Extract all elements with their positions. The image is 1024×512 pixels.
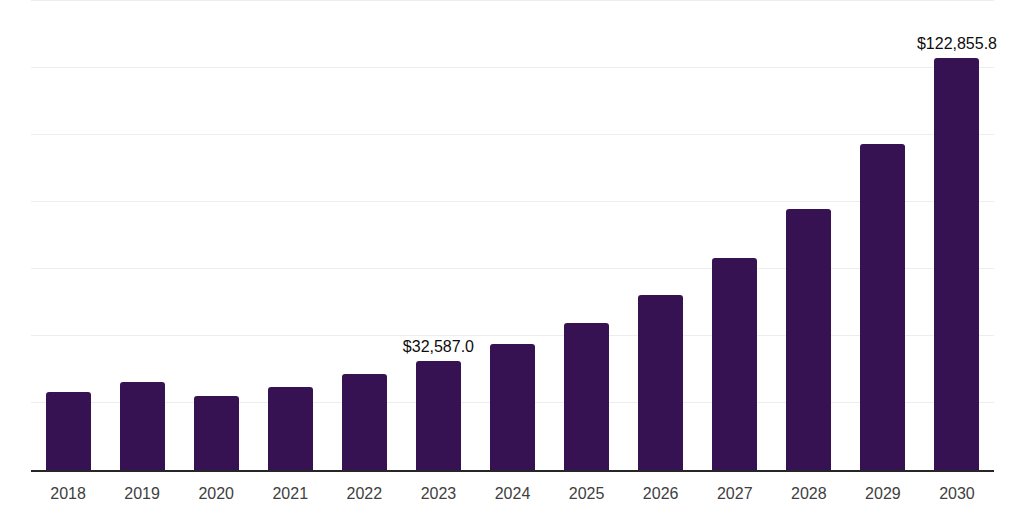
bar-group-2026: [624, 1, 698, 470]
bar-group-2022: [327, 1, 401, 470]
x-tick-2021: 2021: [253, 485, 327, 503]
x-tick-2025: 2025: [550, 485, 624, 503]
bar-2019: [120, 382, 165, 470]
bar-2029: [860, 144, 905, 470]
bar-group-2027: [698, 1, 772, 470]
x-tick-2023: 2023: [401, 485, 475, 503]
bar-group-2025: [550, 1, 624, 470]
x-tick-2018: 2018: [31, 485, 105, 503]
bar-group-2024: [475, 1, 549, 470]
x-tick-2027: 2027: [698, 485, 772, 503]
x-tick-2026: 2026: [624, 485, 698, 503]
x-tick-2020: 2020: [179, 485, 253, 503]
bar-group-2019: [105, 1, 179, 470]
x-tick-2030: 2030: [920, 485, 994, 503]
bar-group-2018: [31, 1, 105, 470]
bar-2023: [416, 361, 461, 470]
data-label-2023: $32,587.0: [403, 338, 474, 356]
x-tick-2019: 2019: [105, 485, 179, 503]
x-axis-labels: 2018201920202021202220232024202520262027…: [31, 485, 994, 503]
bar-2028: [786, 209, 831, 470]
x-tick-2029: 2029: [846, 485, 920, 503]
bar-2026: [638, 295, 683, 470]
bar-group-2030: $122,855.8: [920, 1, 994, 470]
data-label-2030: $122,855.8: [917, 35, 997, 53]
bar-2022: [342, 374, 387, 470]
bar-group-2028: [772, 1, 846, 470]
bar-group-2023: $32,587.0: [401, 1, 475, 470]
bar-group-2029: [846, 1, 920, 470]
x-axis-line: [31, 470, 994, 472]
bar-2030: [934, 58, 979, 470]
bar-chart: $32,587.0 $122,855.8 20182019202020212022…: [0, 0, 1024, 512]
bar-2018: [46, 392, 91, 470]
bar-2027: [712, 258, 757, 470]
plot-area: $32,587.0 $122,855.8: [31, 1, 994, 470]
x-tick-2024: 2024: [475, 485, 549, 503]
bar-2025: [564, 323, 609, 470]
bar-2020: [194, 396, 239, 470]
bar-2024: [490, 344, 535, 470]
bar-2021: [268, 387, 313, 470]
bar-group-2020: [179, 1, 253, 470]
x-tick-2022: 2022: [327, 485, 401, 503]
bar-group-2021: [253, 1, 327, 470]
x-tick-2028: 2028: [772, 485, 846, 503]
